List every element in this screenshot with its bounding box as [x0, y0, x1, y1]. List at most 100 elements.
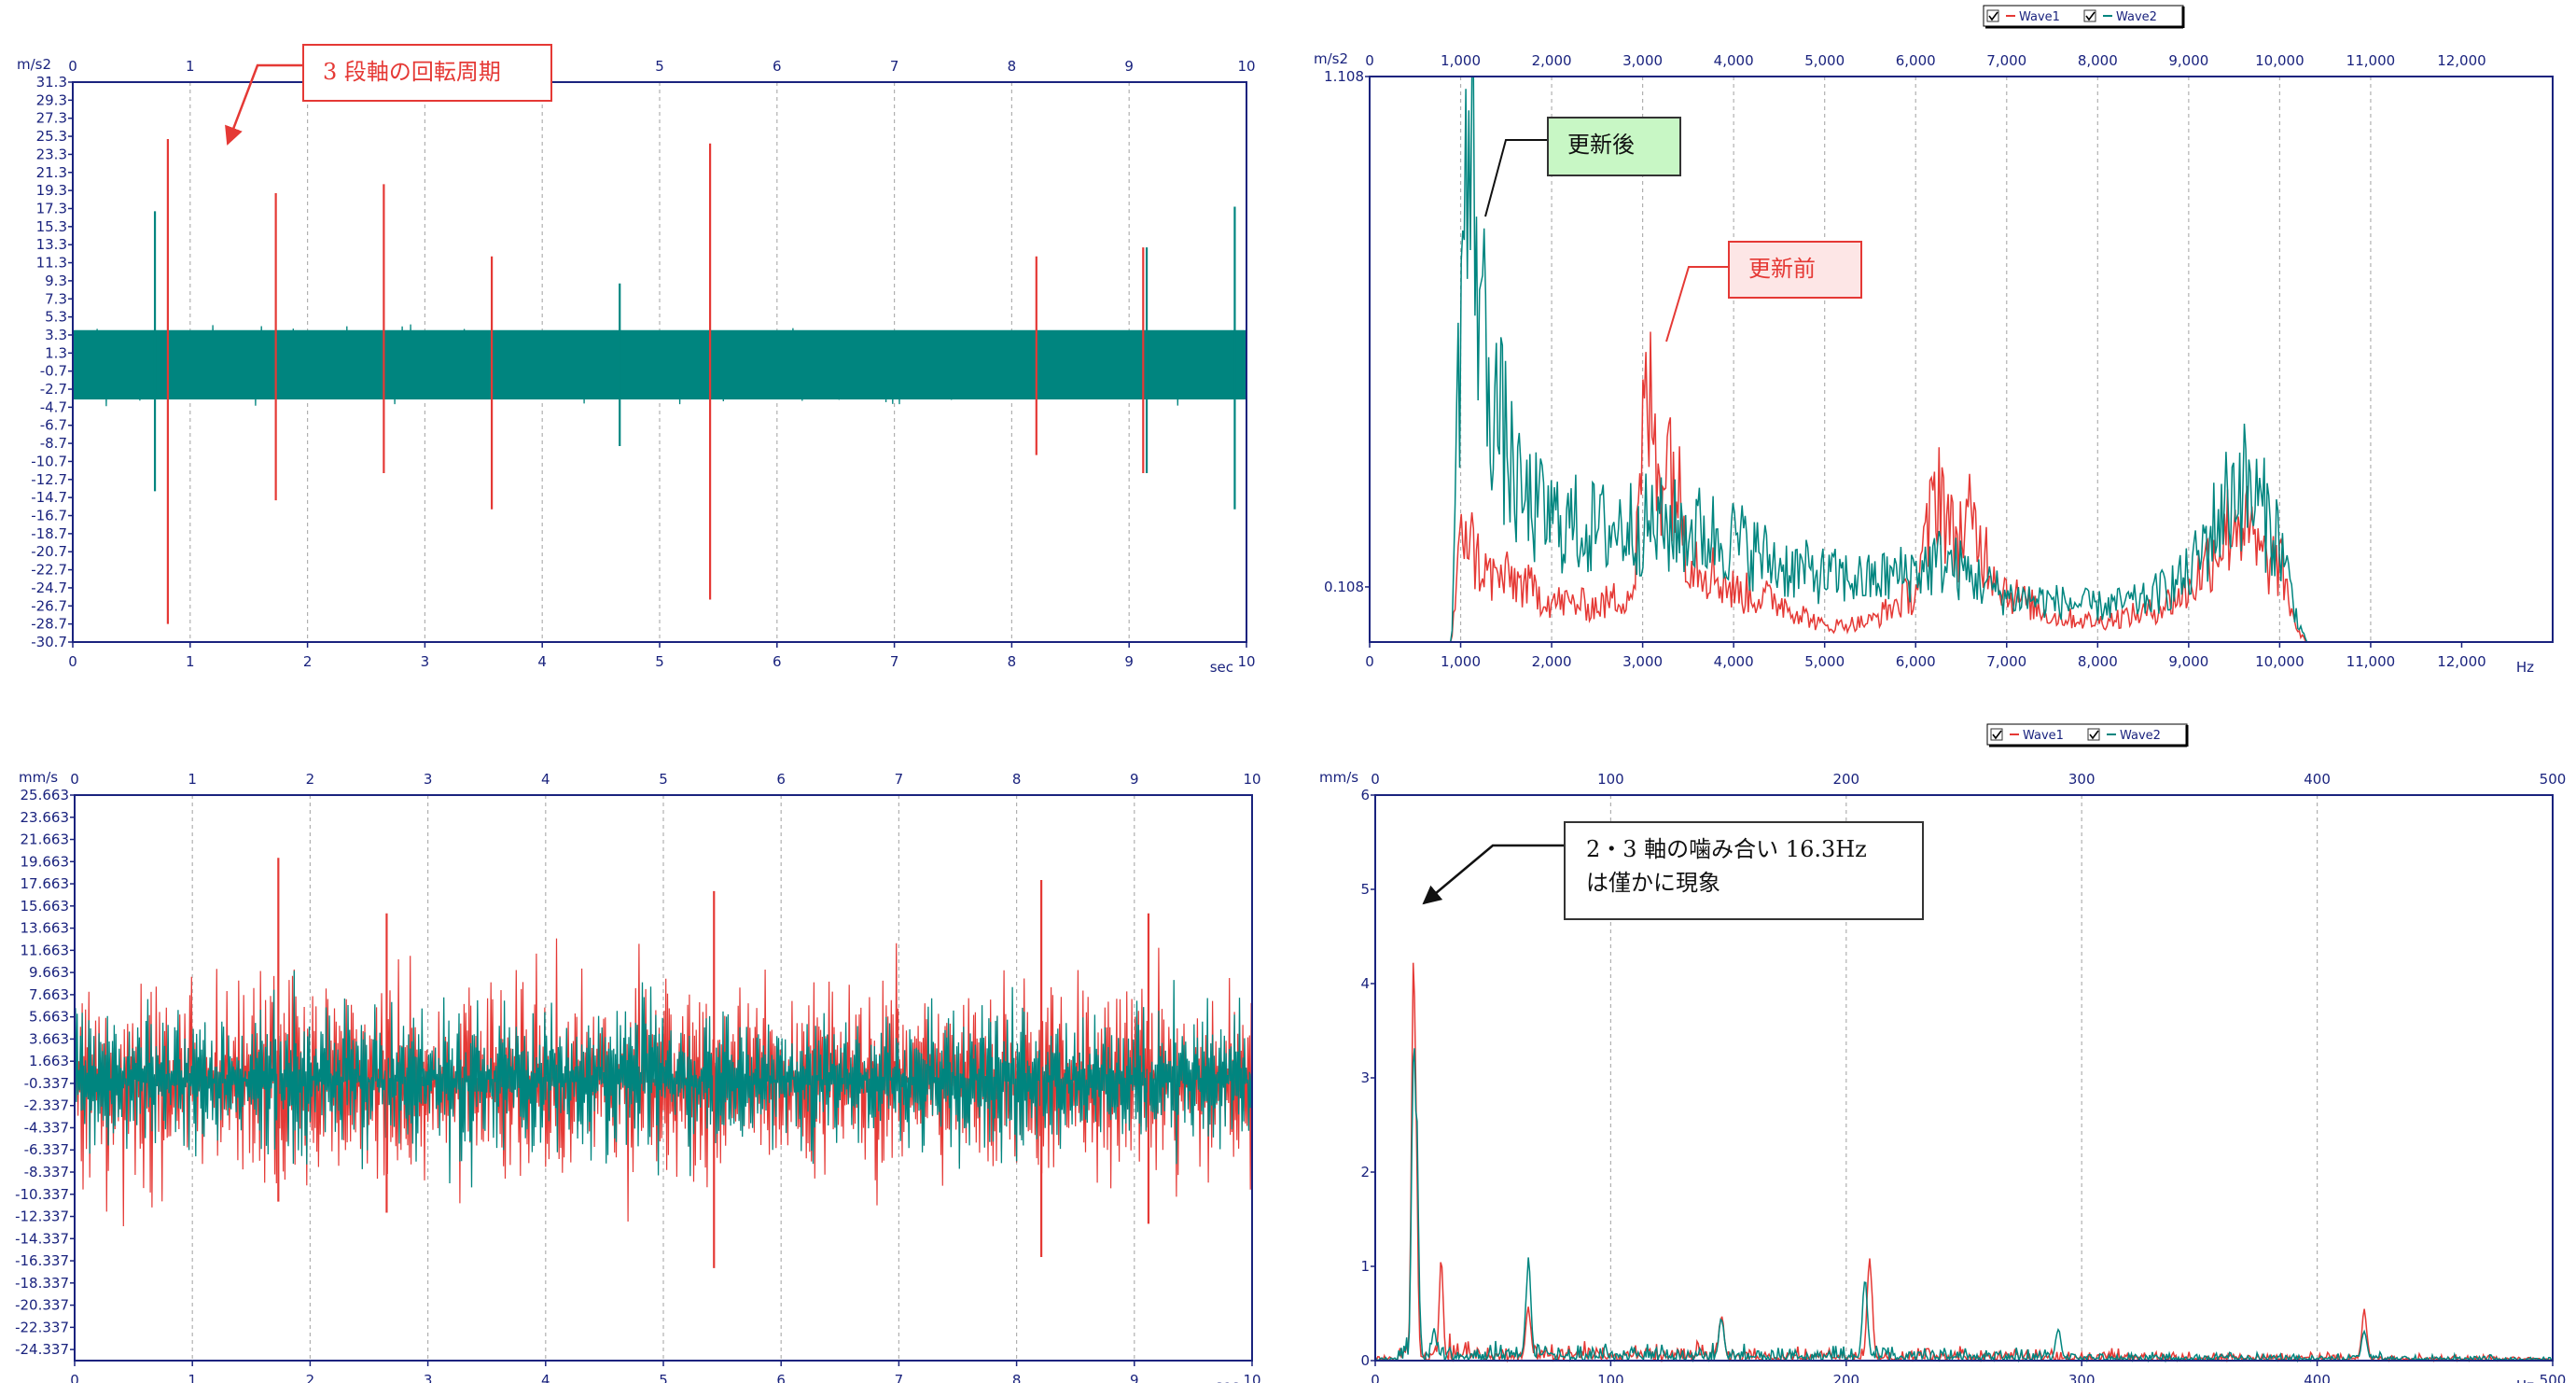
- x-tick-label-bottom: 400: [2304, 1372, 2331, 1383]
- x-tick-label-top: 0: [68, 58, 77, 75]
- plot-border: [1374, 794, 2554, 1362]
- y-tick-label: -22.337: [15, 1319, 69, 1335]
- y-tick-label: 3.663: [29, 1030, 69, 1047]
- y-tick-label: 19.3: [36, 182, 67, 199]
- y-tick-label: -8.337: [24, 1164, 69, 1180]
- checkmark-icon: [1992, 730, 2002, 740]
- y-tick-label: 0: [1360, 1352, 1370, 1369]
- x-tick-label-bottom: 10: [1237, 653, 1255, 670]
- plot-border: [1369, 76, 2554, 643]
- x-tick-label-top: 1: [188, 771, 197, 788]
- x-tick-label-bottom: 10: [1243, 1372, 1260, 1383]
- x-tick-label-top: 6: [773, 58, 782, 75]
- y-tick-label: -24.7: [31, 580, 67, 596]
- x-tick-label-top: 5: [659, 771, 668, 788]
- y-tick-label: 3: [1360, 1069, 1370, 1086]
- y-tick-label: 0.108: [1324, 579, 1364, 595]
- x-tick-label-top: 10: [1243, 771, 1260, 788]
- x-tick-label-top: 0: [1365, 52, 1374, 69]
- checkmark-icon: [2089, 730, 2099, 740]
- y-tick-label: 21.3: [36, 164, 67, 181]
- legend-checkbox: [1986, 9, 1999, 22]
- y-tick-label: -14.337: [15, 1230, 69, 1247]
- x-tick-label-top: 500: [2540, 771, 2567, 788]
- x-tick-label-bottom: 9,000: [2168, 653, 2208, 670]
- legend: Wave1 Wave2: [1986, 723, 2189, 747]
- x-tick-label-top: 1,000: [1441, 52, 1481, 69]
- x-tick-label-top: 10,000: [2255, 52, 2304, 69]
- x-tick-label-bottom: 12,000: [2437, 653, 2486, 670]
- x-tick-label-bottom: 6: [776, 1372, 786, 1383]
- y-tick-label: -30.7: [31, 634, 67, 650]
- y-tick-label: 13.663: [21, 920, 70, 937]
- x-tick-label-bottom: 0: [1371, 1372, 1380, 1383]
- y-tick-label: 5: [1360, 881, 1370, 898]
- y-tick-label: -18.7: [31, 525, 67, 542]
- y-tick-label: -0.337: [24, 1075, 69, 1092]
- y-tick-label: 3.3: [45, 327, 67, 343]
- x-tick-label-bottom: 3: [424, 1372, 433, 1383]
- x-tick-label-bottom: 3,000: [1622, 653, 1663, 670]
- callout-arrow-red: [225, 63, 302, 146]
- y-tick-label: -14.7: [31, 489, 67, 506]
- x-tick-label-bottom: 2: [306, 1372, 315, 1383]
- y-tick-label: 1.3: [45, 344, 67, 361]
- y-tick-label: -22.7: [31, 562, 67, 579]
- y-tick-label: -6.337: [24, 1141, 69, 1158]
- x-tick-label-bottom: 0: [1365, 653, 1374, 670]
- legend-label: Wave1: [2023, 729, 2064, 743]
- y-tick-label: 31.3: [36, 74, 67, 91]
- y-tick-label: -6.7: [40, 417, 67, 434]
- legend-label: Wave2: [2116, 10, 2157, 24]
- y-tick-label: 17.663: [21, 875, 70, 892]
- x-tick-label-bottom: 4: [541, 1372, 550, 1383]
- y-tick-label: -12.7: [31, 471, 67, 488]
- x-tick-label-top: 0: [1371, 771, 1380, 788]
- callout-line-before: [1665, 266, 1728, 342]
- x-tick-label-bottom: 8: [1008, 653, 1017, 670]
- x-tick-label-top: 2,000: [1532, 52, 1572, 69]
- legend-label: Wave1: [2019, 10, 2060, 24]
- y-tick-label: 17.3: [36, 200, 67, 217]
- x-tick-label-bottom: 1,000: [1441, 653, 1481, 670]
- y-tick-label: 6: [1360, 787, 1370, 803]
- y-tick-label: 11.663: [21, 942, 70, 958]
- x-tick-label-top: 200: [1832, 771, 1859, 788]
- x-tick-label-top: 9,000: [2168, 52, 2208, 69]
- x-tick-label-top: 7: [895, 771, 904, 788]
- callout-arrow-black: [1422, 844, 1564, 905]
- x-axis-unit: sec: [1210, 659, 1233, 676]
- y-tick-label: 9.663: [29, 964, 69, 981]
- x-tick-label-top: 7,000: [1986, 52, 2026, 69]
- series-wave2-line: [1370, 76, 2317, 643]
- x-tick-label-bottom: 1: [186, 653, 195, 670]
- x-tick-label-bottom: 6,000: [1896, 653, 1936, 670]
- y-tick-label: -12.337: [15, 1208, 69, 1225]
- y-tick-label: 19.663: [21, 853, 70, 870]
- y-tick-label: -16.7: [31, 508, 67, 524]
- callout-arrows: [225, 63, 1728, 905]
- y-tick-label: -10.337: [15, 1186, 69, 1203]
- x-tick-label-bottom: 9: [1124, 653, 1134, 670]
- x-tick-label-bottom: 2: [303, 653, 313, 670]
- x-tick-label-bottom: 0: [70, 1372, 79, 1383]
- x-tick-label-bottom: 5,000: [1804, 653, 1845, 670]
- x-tick-label-top: 8: [1008, 58, 1017, 75]
- x-tick-label-top: 100: [1597, 771, 1624, 788]
- chart-spectrum-velocity: 001001002002003003004004005005006543210m…: [1319, 723, 2567, 1383]
- checkmark-icon: [2085, 11, 2096, 21]
- x-tick-label-top: 5: [655, 58, 664, 75]
- x-tick-label-bottom: 200: [1832, 1372, 1859, 1383]
- x-tick-label-bottom: 6: [773, 653, 782, 670]
- x-tick-label-bottom: 500: [2540, 1372, 2567, 1383]
- y-tick-label: -4.7: [40, 398, 67, 415]
- y-tick-label: -18.337: [15, 1275, 69, 1292]
- y-tick-label: 4: [1360, 975, 1370, 992]
- chart-spectrum-acceleration: 0 0 1,000 1,000 2,000 2,000 3,000 3,000 4,000 4,0…: [1314, 5, 2554, 676]
- chart-time-velocity: 0 0 1 1 2 2 3 3 4 4 5 5 6 6 7 7 8 8 9 9 10 10 25.663 23.663 21.6…: [15, 769, 1260, 1383]
- x-tick-label-bottom: 4: [537, 653, 547, 670]
- x-tick-label-top: 400: [2304, 771, 2331, 788]
- x-tick-label-bottom: 5: [659, 1372, 668, 1383]
- y-tick-label: 27.3: [36, 110, 67, 127]
- x-tick-label-bottom: 1: [188, 1372, 197, 1383]
